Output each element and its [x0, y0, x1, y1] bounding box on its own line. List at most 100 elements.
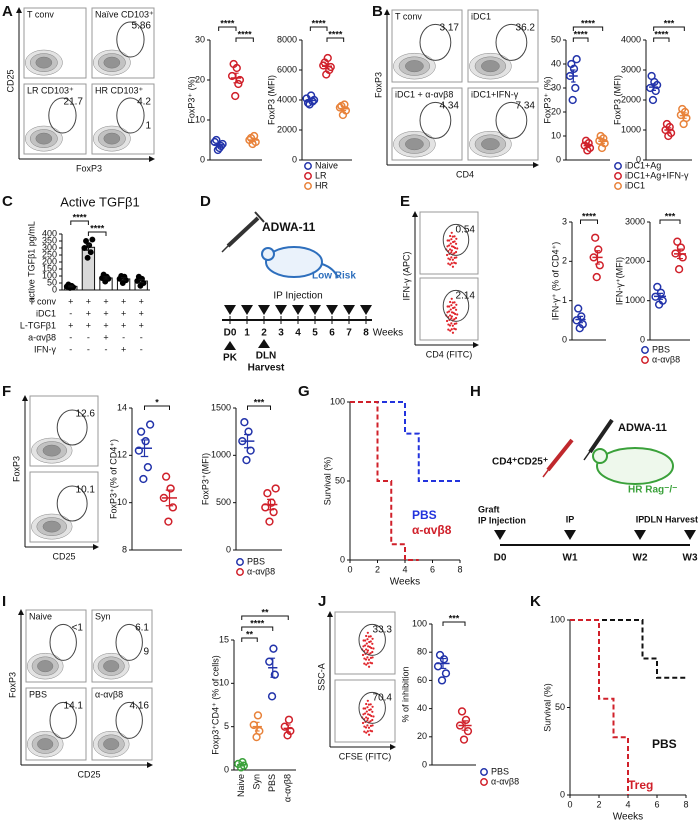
- y-tick-label: 350: [42, 235, 57, 245]
- condition-sign: -: [122, 332, 125, 342]
- data-point: [240, 418, 249, 427]
- flow-x-label: CD25: [77, 769, 100, 779]
- condition-sign: +: [68, 320, 73, 330]
- y-tick-label: 40: [417, 703, 427, 713]
- syringe-needle: [221, 243, 231, 253]
- event-dot: [453, 240, 456, 243]
- y-axis-label: Foxp3⁺CD4⁺ (% of cells): [210, 655, 220, 755]
- condition-label: T conv: [29, 296, 56, 306]
- legend-label: Naive: [315, 160, 338, 170]
- event-dot: [366, 730, 369, 733]
- data-point: [574, 304, 583, 313]
- data-point: [595, 261, 604, 270]
- significance-bracket: [235, 37, 254, 42]
- event-dot: [447, 257, 450, 260]
- significance-label: ***: [254, 397, 265, 407]
- event-density: [405, 138, 424, 151]
- condition-sign: -: [69, 308, 72, 318]
- event-dot: [367, 703, 370, 706]
- event-density: [481, 138, 500, 151]
- timeline-label: 7: [346, 328, 352, 339]
- event-dot: [368, 713, 371, 716]
- significance-bracket: [659, 219, 681, 224]
- y-tick-label: 10: [117, 497, 127, 507]
- drug-label: ADWA-11: [618, 422, 667, 434]
- timeline-label: 5: [312, 328, 318, 339]
- event-dot: [445, 253, 449, 257]
- flow-plot-title: PBS: [29, 689, 47, 699]
- flow-y-label: FoxP3: [373, 72, 383, 98]
- significance-label: ****: [582, 211, 597, 221]
- flow-plot-frame: [334, 679, 396, 743]
- y-tick-label: 2000: [277, 124, 297, 134]
- event-dot: [451, 265, 455, 268]
- significance-label: ****: [328, 29, 343, 39]
- dln-label: DLN: [256, 351, 277, 362]
- x-tick-label: 0: [347, 564, 352, 574]
- timeline-unit: Weeks: [373, 328, 403, 339]
- error-bar: [216, 142, 222, 147]
- timeline-label: 2: [261, 328, 267, 339]
- event-dot: [371, 637, 374, 640]
- legend-label: α-αvβ8: [491, 776, 519, 786]
- legend-marker: [480, 778, 488, 786]
- event-label: IP: [636, 514, 645, 524]
- event-dot: [371, 724, 374, 727]
- y-tick-label: 30: [195, 34, 205, 44]
- condition-sign: +: [121, 320, 126, 330]
- gate-value: 3.17: [440, 23, 460, 34]
- gate-value: 4.34: [440, 101, 460, 112]
- data-point: [461, 715, 471, 725]
- data-point: [286, 726, 295, 736]
- y-tick-label: 0: [562, 334, 567, 344]
- x-tick-label: Syn: [252, 774, 262, 790]
- mouse-ear: [592, 448, 608, 464]
- event-dot: [454, 246, 457, 250]
- data-point: [592, 272, 601, 282]
- error-bar: [577, 315, 584, 324]
- y-tick-label: 50: [335, 475, 345, 485]
- timeline-label: 6: [329, 328, 335, 339]
- event-dot: [450, 328, 453, 331]
- condition-sign: +: [139, 308, 144, 318]
- event-dot: [371, 656, 374, 659]
- event-dot: [365, 648, 368, 651]
- gate-value: 36.2: [516, 23, 536, 34]
- significance-bracket: [572, 26, 604, 31]
- event-dot: [369, 724, 373, 727]
- y-tick-label: 100: [412, 618, 427, 628]
- event-dot: [371, 710, 374, 713]
- event-dot: [367, 726, 371, 729]
- event-dot: [450, 315, 453, 318]
- y-tick-label: 1500: [211, 402, 231, 412]
- event-dot: [365, 710, 368, 713]
- event-dot: [371, 650, 374, 654]
- y-axis-label: FoxP3⁺(% of CD4⁺): [108, 439, 118, 519]
- injection-marker: [564, 530, 576, 540]
- x-tick-label: 2: [375, 564, 380, 574]
- event-dot: [454, 328, 457, 331]
- y-axis-label: Survival (%): [322, 457, 332, 506]
- y-tick-label: 1000: [211, 450, 231, 460]
- y-tick-label: 40: [551, 58, 561, 68]
- significance-label: ****: [581, 18, 596, 28]
- condition-sign: +: [139, 296, 144, 306]
- flow-plot-title: T conv: [395, 11, 422, 21]
- event-dot: [449, 300, 452, 304]
- event-dot: [454, 316, 458, 320]
- event-dot: [366, 631, 369, 634]
- gate: [115, 623, 143, 661]
- data-point: [164, 517, 173, 526]
- error-bar: [233, 72, 239, 84]
- event-density: [37, 738, 54, 751]
- flow-plot-frame: [334, 611, 396, 675]
- data-point: [141, 436, 150, 446]
- condition-sign: +: [121, 296, 126, 306]
- significance-bracket: [653, 37, 670, 42]
- diagram-d: ADWA-11 Low Risk IP Injection Weeks PK D…: [221, 211, 403, 374]
- mouse: [596, 447, 674, 485]
- event-dot: [367, 733, 371, 736]
- event-dot: [366, 638, 369, 641]
